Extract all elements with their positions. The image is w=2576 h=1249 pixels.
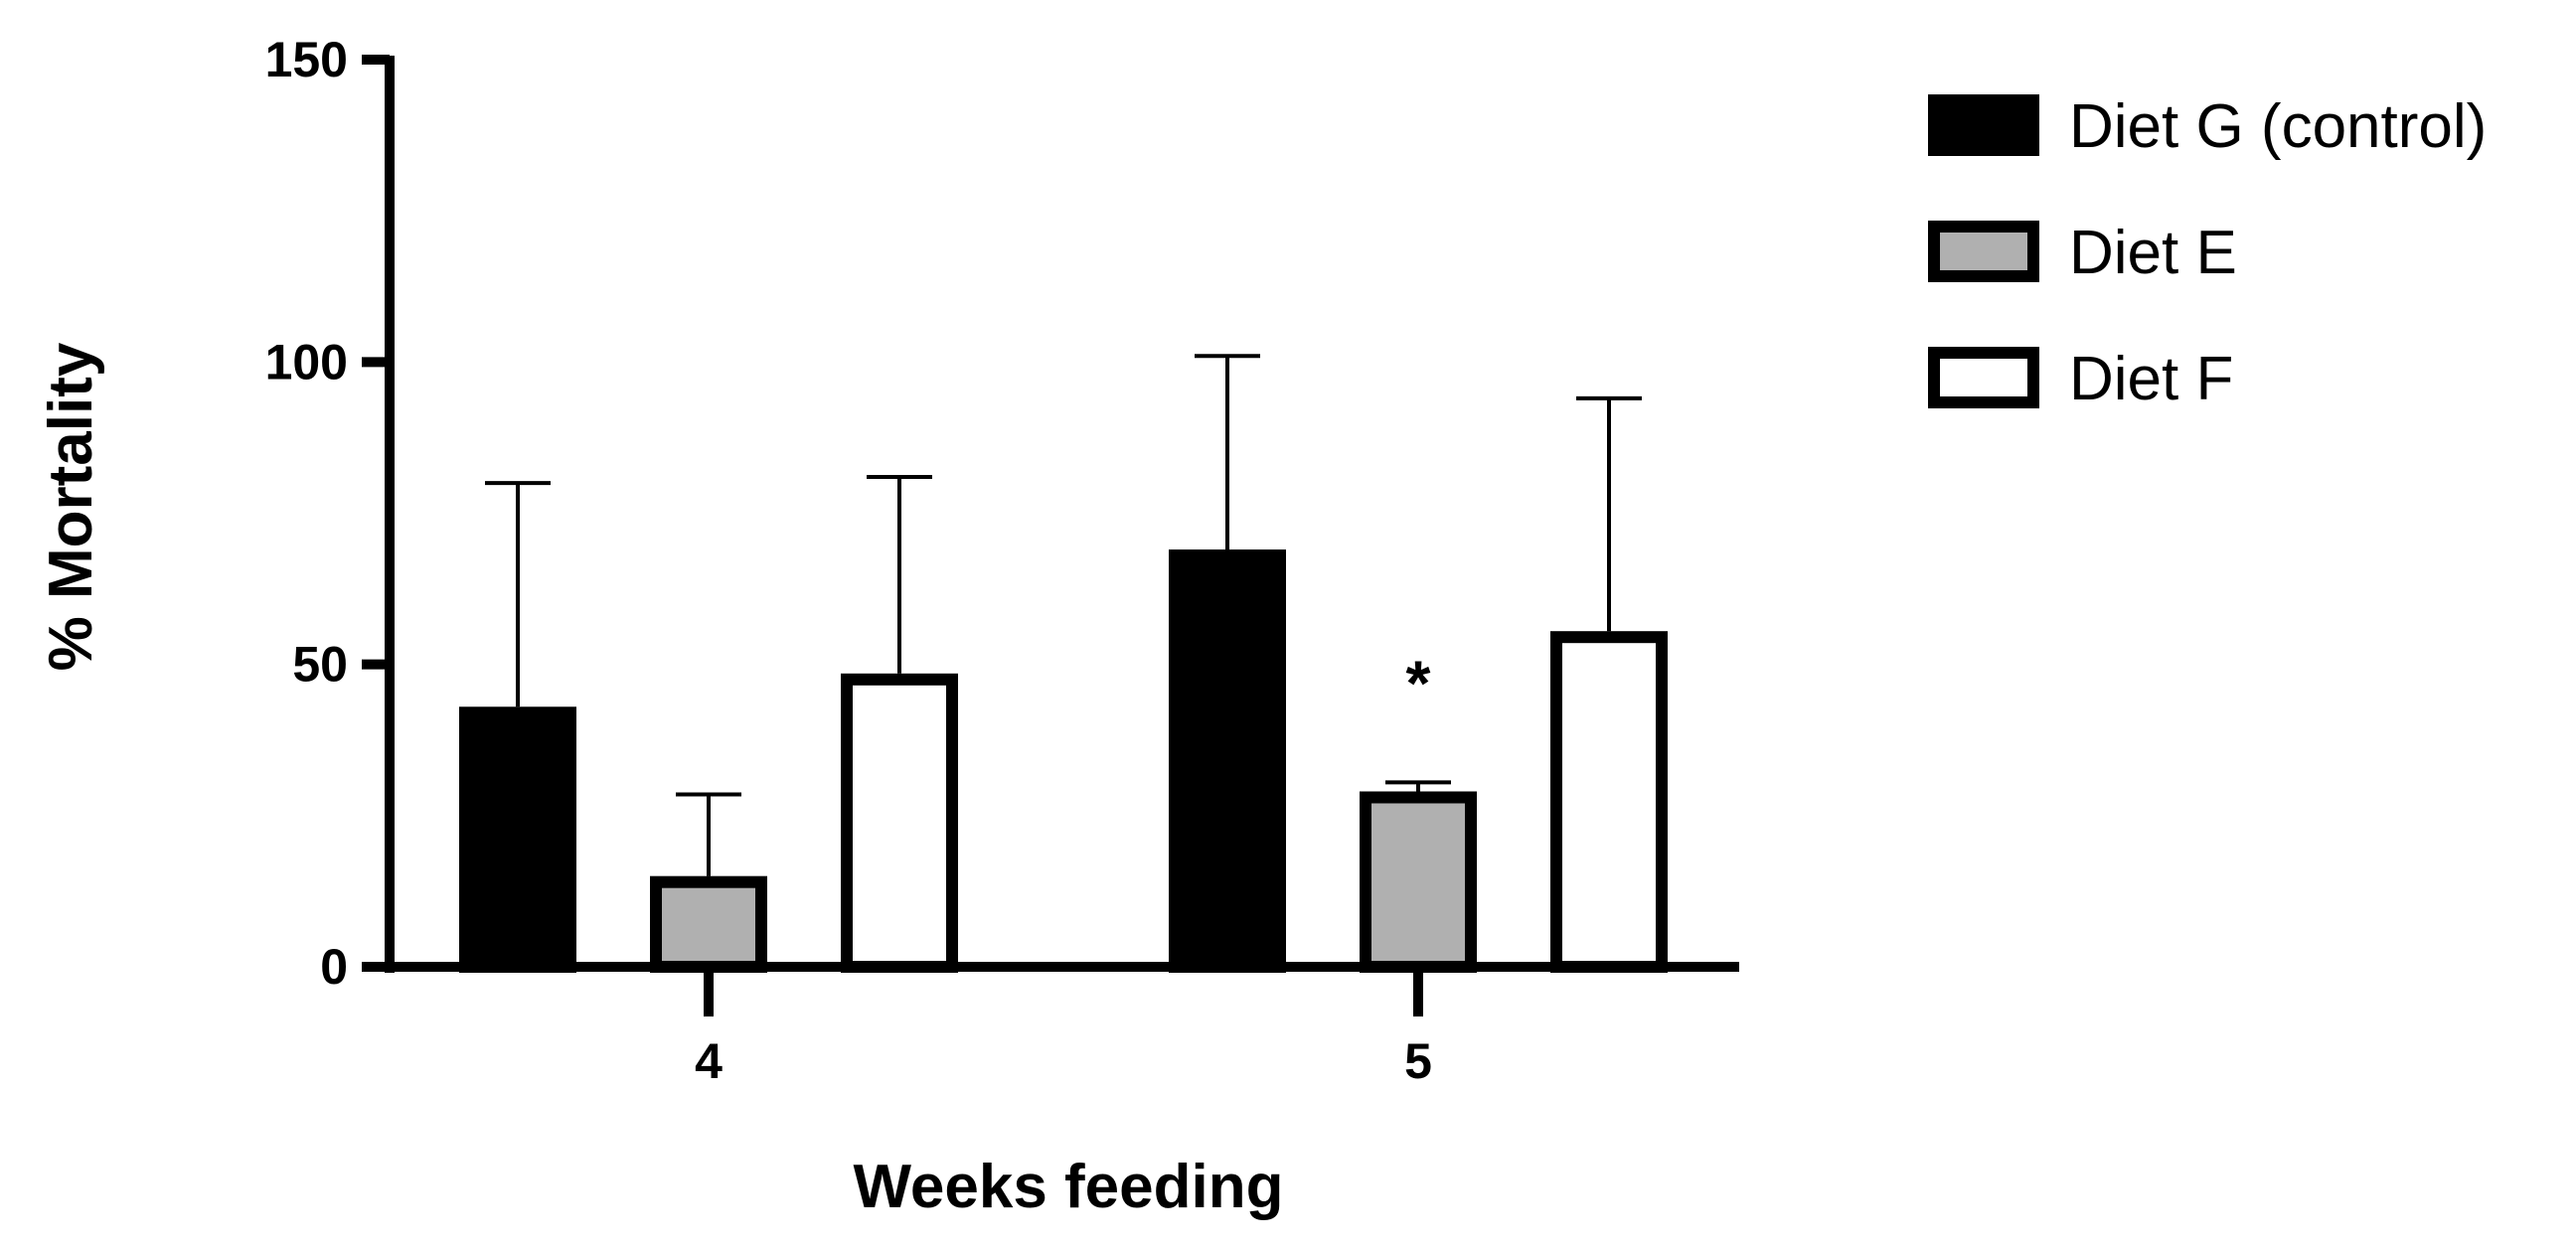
y-tick-label-0: 0 (320, 939, 348, 995)
x-tick-label-5: 5 (1404, 1033, 1432, 1089)
legend-diet-e-label: Diet E (2069, 219, 2237, 287)
legend-diet-f-label: Diet F (2069, 345, 2233, 413)
significance-marker: * (1406, 647, 1431, 718)
x-tick-label-4: 4 (695, 1033, 723, 1089)
legend-diet-g-control-swatch (1928, 94, 2039, 156)
legend-diet-g-control-label: Diet G (control) (2069, 92, 2487, 161)
bar-diet-e-week-5 (1360, 791, 1477, 974)
legend-diet-f-swatch (1928, 347, 2039, 408)
y-tick-label-50: 50 (292, 637, 348, 693)
chart-axes: 0 50 100 150 4 5 (265, 32, 1739, 1089)
bar-diet-e-week-4 (650, 875, 767, 974)
bar-diet-f-week-5 (1550, 631, 1668, 973)
legend-diet-e-swatch (1928, 221, 2039, 282)
chart-legend: Diet G (control) Diet E Diet F (1928, 92, 2487, 413)
bar-diet-g-control-week-5 (1169, 549, 1286, 974)
chart-marks: * (459, 354, 1668, 974)
x-axis-title: Weeks feeding (853, 1153, 1283, 1221)
bar-diet-g-control-week-4 (459, 706, 576, 973)
chart-labels: % Mortality Weeks feeding (37, 342, 1284, 1221)
bar-diet-f-week-4 (841, 673, 958, 974)
y-tick-label-150: 150 (265, 32, 348, 87)
y-axis-title: % Mortality (37, 342, 105, 671)
y-tick-label-100: 100 (265, 334, 348, 390)
